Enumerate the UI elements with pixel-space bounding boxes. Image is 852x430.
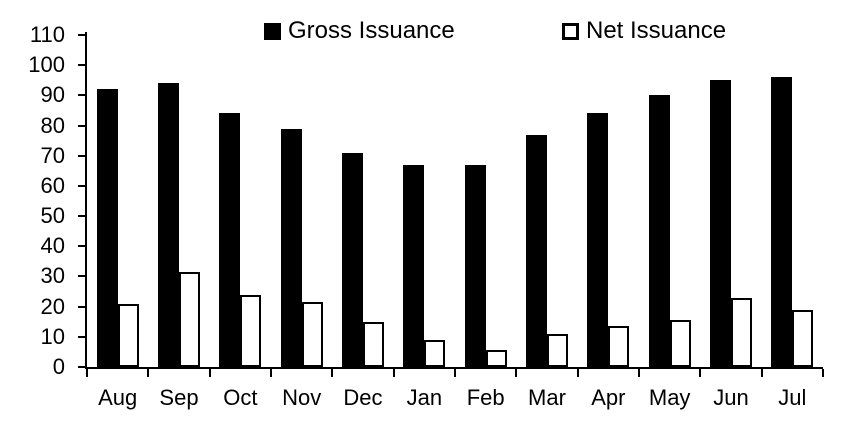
legend-item-net-issuance: Net Issuance (562, 19, 726, 43)
bar-gross-sep (158, 83, 179, 367)
x-axis-line (85, 367, 823, 369)
gross-issuance-swatch-icon (264, 22, 281, 40)
y-axis-label-40: 40 (40, 233, 65, 259)
bar-gross-dec (342, 152, 363, 367)
x-axis-tick (270, 369, 272, 377)
bar-net-nov (301, 302, 323, 367)
x-axis-tick (454, 369, 456, 377)
net-issuance-swatch-icon (562, 22, 579, 40)
x-axis-tick (147, 369, 150, 377)
x-axis-label-mar: Mar (528, 385, 566, 410)
bar-net-jan (424, 339, 446, 367)
y-axis-label-30: 30 (40, 263, 65, 289)
y-axis-tick (78, 154, 87, 157)
bar-net-may (669, 320, 691, 367)
x-axis-tick (760, 369, 763, 377)
y-axis-tick (78, 64, 87, 67)
bar-net-apr (608, 326, 630, 367)
bar-net-sep (179, 271, 200, 367)
y-axis-tick (78, 275, 87, 278)
bar-gross-jun (710, 80, 731, 367)
bar-net-feb (485, 350, 507, 367)
y-axis-label-20: 20 (40, 293, 65, 319)
y-axis-tick (78, 34, 87, 36)
y-axis-tick (78, 366, 87, 368)
x-axis-label-jan: Jan (406, 385, 443, 410)
legend-label-net-issuance: Net Issuance (586, 17, 727, 44)
y-axis-tick (78, 245, 87, 248)
bar-gross-jan (403, 164, 425, 367)
x-axis-label-may: May (648, 385, 691, 410)
y-axis-label-90: 90 (40, 82, 65, 108)
x-axis-label-jun: Jun (713, 385, 749, 410)
y-axis-tick (78, 94, 87, 97)
x-axis-tick (208, 369, 211, 377)
legend-item-gross-issuance: Gross Issuance (264, 19, 455, 43)
y-axis-label-110: 110 (29, 22, 65, 47)
x-axis-tick (822, 369, 824, 377)
x-axis-tick (638, 369, 640, 377)
plot-area: 0 10 20 30 40 50 60 70 80 90 100 110 Aug Sep Oct Nov Dec… (28, 22, 824, 410)
y-axis-tick (78, 335, 87, 338)
x-axis-label-jul: Jul (778, 385, 807, 410)
bar-gross-nov (280, 128, 302, 367)
y-axis-label-100: 100 (28, 52, 65, 78)
bar-net-mar (547, 333, 568, 367)
x-axis-label-nov: Nov (282, 385, 322, 410)
x-axis-tick (86, 369, 88, 377)
bar-net-jul (792, 309, 814, 367)
x-axis-label-dec: Dec (343, 385, 383, 410)
y-axis-label-80: 80 (40, 112, 65, 138)
bar-gross-aug (96, 89, 118, 367)
bar-gross-may (648, 95, 670, 367)
x-axis-tick (699, 369, 702, 377)
bar-gross-oct (219, 113, 241, 367)
bar-net-jun (731, 297, 752, 367)
x-axis-label-sep: Sep (159, 385, 199, 410)
bar-net-aug (117, 303, 139, 367)
y-axis-line (85, 32, 87, 367)
x-axis-label-aug: Aug (98, 385, 138, 410)
x-axis-tick (392, 369, 395, 377)
bar-net-oct (240, 294, 262, 367)
y-axis-tick (78, 215, 87, 218)
bar-gross-feb (464, 164, 486, 367)
bar-gross-mar (526, 134, 547, 367)
bar-gross-jul (771, 77, 793, 367)
y-axis-label-60: 60 (40, 172, 65, 198)
y-axis-label-50: 50 (40, 203, 65, 229)
legend-label-gross-issuance: Gross Issuance (288, 17, 455, 44)
y-axis-tick (78, 124, 87, 127)
y-axis-label-10: 10 (40, 323, 65, 349)
y-axis-label-70: 70 (40, 142, 65, 168)
x-axis-tick (331, 369, 334, 377)
x-axis-tick (576, 369, 579, 377)
y-axis-label-0: 0 (52, 354, 65, 379)
bar-gross-apr (587, 113, 609, 367)
y-axis-tick (78, 305, 87, 308)
x-axis-label-oct: Oct (223, 385, 258, 410)
bar-net-dec (363, 321, 384, 367)
x-axis-tick (515, 369, 518, 377)
x-axis-label-apr: Apr (591, 385, 626, 410)
x-axis-label-feb: Feb (466, 385, 505, 410)
y-axis-tick (78, 184, 87, 187)
